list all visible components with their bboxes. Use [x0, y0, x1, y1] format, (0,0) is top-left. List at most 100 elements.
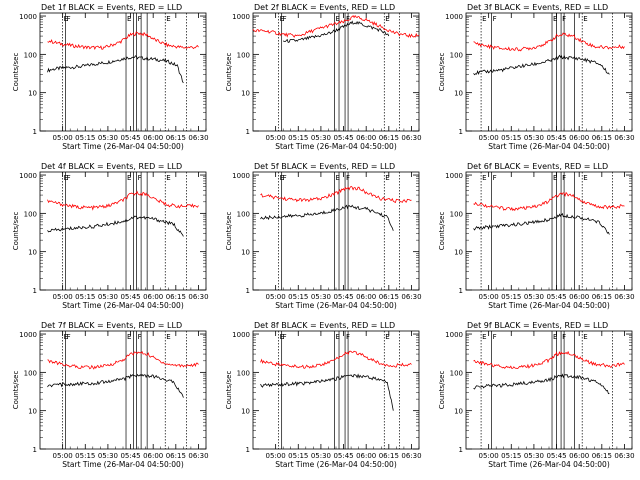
x-tick-label: 05:00 [53, 293, 73, 301]
interval-marker-letter: E [482, 174, 486, 182]
x-tick-label: 05:45 [120, 134, 140, 142]
y-tick-label: 1000 [232, 172, 250, 180]
y-axis-label: Counts/sec [12, 53, 20, 92]
x-tick-label: 05:00 [479, 134, 499, 142]
x-tick-label: 05:00 [266, 452, 286, 460]
y-axis-label: Counts/sec [438, 371, 446, 410]
series-line-lld [260, 185, 412, 204]
interval-marker-letter: F [346, 333, 350, 341]
y-tick-label: 100 [450, 369, 463, 377]
x-tick-label: 05:30 [524, 134, 544, 142]
y-tick-label: 100 [237, 369, 250, 377]
y-axis-label: Counts/sec [225, 53, 233, 92]
x-tick-label: 06:30 [188, 452, 208, 460]
y-axis-label: Counts/sec [225, 371, 233, 410]
chart-panel-6: Det 6f BLACK = Events, RED = LLD 1 10 100 10… [438, 162, 635, 310]
x-tick-label: 06:15 [592, 452, 612, 460]
x-axis-label: Start Time (26-Mar-04 04:50:00) [62, 301, 184, 310]
y-tick-label: 1 [459, 287, 463, 295]
y-tick-label: 1 [33, 446, 37, 454]
interval-marker-letter: F [493, 333, 497, 341]
y-tick-label: 1 [246, 128, 250, 136]
x-tick-label: 05:45 [120, 293, 140, 301]
interval-marker-letter: E [553, 174, 557, 182]
y-tick-label: 10 [241, 90, 250, 98]
x-tick-label: 05:45 [546, 134, 566, 142]
x-tick-label: 05:30 [98, 293, 118, 301]
x-tick-label: 05:15 [288, 134, 308, 142]
y-tick-label: 10 [454, 249, 463, 257]
x-axis-label: Start Time (26-Mar-04 04:50:00) [488, 142, 610, 151]
x-tick-label: 05:00 [479, 452, 499, 460]
interval-marker-letter: F [283, 15, 287, 23]
chart-title: Det 7f BLACK = Events, RED = LLD [41, 321, 182, 330]
series-line-events [260, 373, 394, 411]
interval-marker-letter: F [493, 15, 497, 23]
chart-panel-4: Det 4f BLACK = Events, RED = LLD 1 10 100 10… [12, 162, 209, 310]
y-axis-label: Counts/sec [438, 212, 446, 251]
y-tick-label: 10 [241, 408, 250, 416]
plot-frame [465, 171, 633, 291]
x-tick-label: 06:30 [614, 293, 634, 301]
chart-panel-8: Det 8f BLACK = Events, RED = LLD 1 10 100 10… [225, 321, 422, 469]
y-tick-label: 100 [450, 210, 463, 218]
plot-frame [252, 171, 420, 291]
chart-title: Det 9f BLACK = Events, RED = LLD [467, 321, 608, 330]
chart-panel-9: Det 9f BLACK = Events, RED = LLD 1 10 100 10… [438, 321, 635, 469]
x-tick-label: 05:45 [333, 134, 353, 142]
x-tick-label: 05:30 [98, 452, 118, 460]
x-tick-label: 05:00 [53, 452, 73, 460]
x-tick-label: 05:30 [524, 293, 544, 301]
plot-frame [39, 330, 207, 450]
y-tick-label: 1000 [445, 13, 463, 21]
interval-marker-letter: F [562, 15, 566, 23]
x-tick-label: 05:15 [288, 293, 308, 301]
y-tick-label: 10 [241, 249, 250, 257]
interval-marker-letter: E [385, 333, 389, 341]
x-tick-label: 05:15 [501, 134, 521, 142]
series-line-events [473, 373, 610, 395]
y-tick-label: 100 [24, 369, 37, 377]
x-tick-label: 05:00 [53, 134, 73, 142]
interval-marker-letter: F [493, 174, 497, 182]
y-tick-label: 1000 [232, 13, 250, 21]
chart-title: Det 4f BLACK = Events, RED = LLD [41, 162, 182, 171]
x-tick-label: 05:30 [311, 452, 331, 460]
x-tick-label: 05:45 [120, 452, 140, 460]
x-tick-label: 06:30 [614, 134, 634, 142]
x-tick-label: 06:15 [379, 452, 399, 460]
chart-title: Det 6f BLACK = Events, RED = LLD [467, 162, 608, 171]
x-tick-label: 06:15 [166, 293, 186, 301]
chart-panel-3: Det 3f BLACK = Events, RED = LLD 1 10 100 10… [438, 3, 635, 151]
x-tick-label: 05:15 [75, 452, 95, 460]
x-tick-label: 06:00 [143, 452, 163, 460]
y-tick-label: 1 [33, 128, 37, 136]
x-tick-label: 05:30 [98, 134, 118, 142]
x-axis-label: Start Time (26-Mar-04 04:50:00) [488, 301, 610, 310]
x-tick-label: 05:45 [333, 293, 353, 301]
y-tick-label: 1 [33, 287, 37, 295]
interval-marker-letter: E [127, 174, 131, 182]
y-tick-label: 1 [459, 128, 463, 136]
x-tick-label: 05:00 [266, 293, 286, 301]
x-axis-label: Start Time (26-Mar-04 04:50:00) [62, 142, 184, 151]
interval-marker-letter: E [553, 15, 557, 23]
x-tick-label: 05:45 [546, 293, 566, 301]
x-tick-label: 05:15 [75, 134, 95, 142]
interval-marker-letter: E [583, 333, 587, 341]
interval-marker-letter: E [166, 333, 170, 341]
interval-marker-letter: E [127, 15, 131, 23]
interval-marker-letter: E [385, 15, 389, 23]
plot-frame [39, 171, 207, 291]
interval-marker-letter: E [335, 174, 339, 182]
x-tick-label: 06:00 [356, 293, 376, 301]
interval-marker-letter: F [138, 15, 142, 23]
interval-marker-letter: F [283, 333, 287, 341]
interval-marker-letter: E [280, 333, 284, 341]
y-tick-label: 10 [28, 249, 37, 257]
chart-panel-5: Det 5f BLACK = Events, RED = LLD 1 10 100 10… [225, 162, 422, 310]
interval-marker-letter: E [64, 174, 68, 182]
y-tick-label: 1 [459, 446, 463, 454]
x-tick-label: 05:30 [311, 134, 331, 142]
x-tick-label: 06:30 [188, 134, 208, 142]
